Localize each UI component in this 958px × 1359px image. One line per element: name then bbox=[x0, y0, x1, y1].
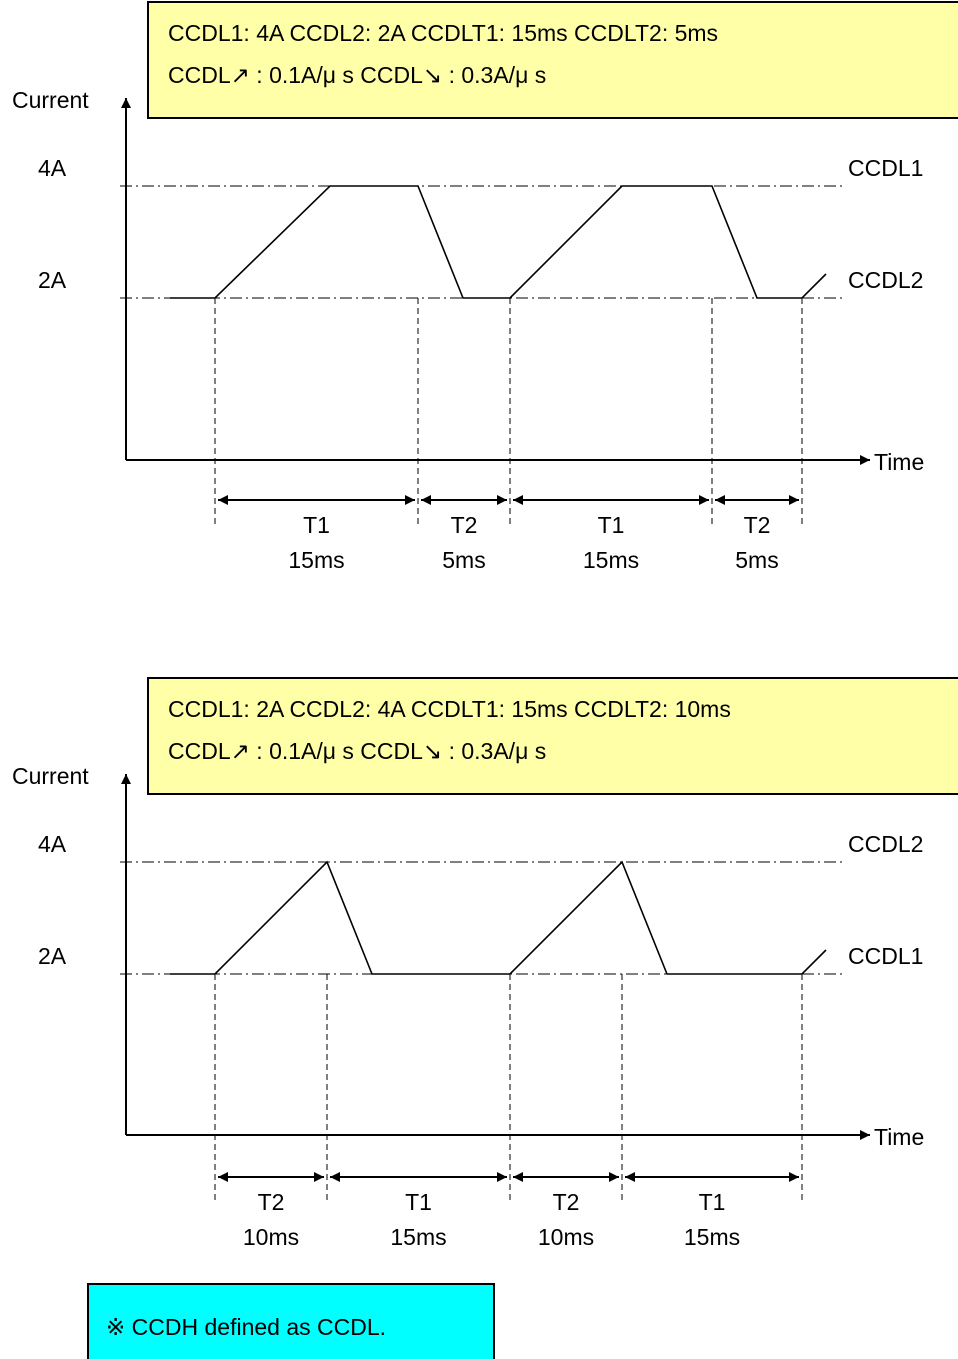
level-label-high: 4A bbox=[38, 831, 67, 857]
current-axis-label: Current bbox=[12, 763, 89, 789]
period-name: T1 bbox=[405, 1189, 432, 1215]
level-label-high: 4A bbox=[38, 155, 67, 181]
level-label-low: 2A bbox=[38, 267, 67, 293]
period-duration: 15ms bbox=[390, 1224, 446, 1250]
note-text: ※ CCDH defined as CCDL. bbox=[106, 1314, 386, 1340]
parameter-box bbox=[147, 1, 958, 119]
note-box bbox=[87, 1283, 495, 1359]
level-label-low: 2A bbox=[38, 943, 67, 969]
parameter-box bbox=[147, 677, 958, 795]
period-name: T1 bbox=[598, 512, 625, 538]
period-duration: 10ms bbox=[243, 1224, 299, 1250]
timing-diagram-2: CCDL1: 2A CCDL2: 4A CCDLT1: 15ms CCDLT2:… bbox=[12, 677, 958, 1250]
right-label-high: CCDL2 bbox=[848, 831, 923, 857]
timing-diagram-1: CCDL1: 4A CCDL2: 2A CCDLT1: 15ms CCDLT2:… bbox=[12, 1, 958, 573]
parameter-line-2: CCDL↗ : 0.1A/μ s CCDL↘ : 0.3A/μ s bbox=[168, 738, 546, 764]
period-name: T1 bbox=[303, 512, 330, 538]
parameter-line-1: CCDL1: 4A CCDL2: 2A CCDLT1: 15ms CCDLT2:… bbox=[168, 20, 718, 46]
time-axis-label: Time bbox=[874, 449, 924, 475]
period-duration: 15ms bbox=[684, 1224, 740, 1250]
period-name: T2 bbox=[451, 512, 478, 538]
period-name: T2 bbox=[744, 512, 771, 538]
parameter-line-2: CCDL↗ : 0.1A/μ s CCDL↘ : 0.3A/μ s bbox=[168, 62, 546, 88]
period-duration: 5ms bbox=[442, 547, 485, 573]
period-name: T2 bbox=[553, 1189, 580, 1215]
period-duration: 15ms bbox=[288, 547, 344, 573]
parameter-line-1: CCDL1: 2A CCDL2: 4A CCDLT1: 15ms CCDLT2:… bbox=[168, 696, 731, 722]
time-axis-label: Time bbox=[874, 1124, 924, 1150]
period-name: T2 bbox=[258, 1189, 285, 1215]
period-duration: 10ms bbox=[538, 1224, 594, 1250]
current-waveform bbox=[170, 860, 827, 975]
right-label-low: CCDL1 bbox=[848, 943, 923, 969]
period-name: T1 bbox=[699, 1189, 726, 1215]
current-waveform bbox=[170, 185, 827, 299]
current-axis-label: Current bbox=[12, 87, 89, 113]
period-duration: 5ms bbox=[735, 547, 778, 573]
period-duration: 15ms bbox=[583, 547, 639, 573]
right-label-low: CCDL2 bbox=[848, 267, 923, 293]
right-label-high: CCDL1 bbox=[848, 155, 923, 181]
